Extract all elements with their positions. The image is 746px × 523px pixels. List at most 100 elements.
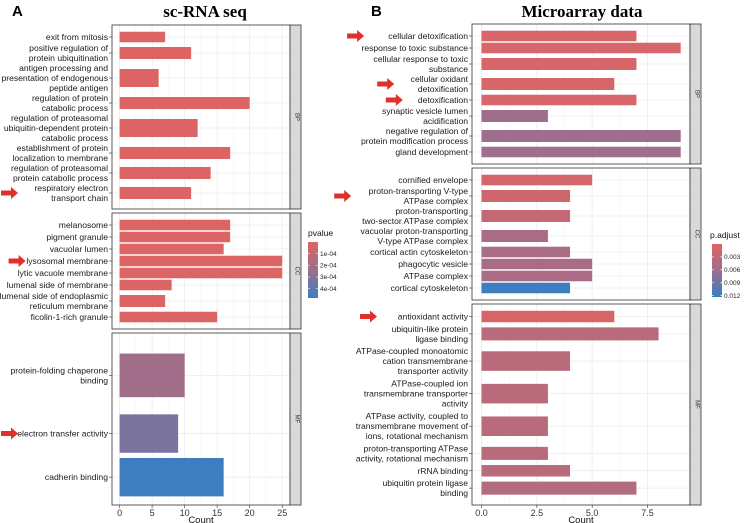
category-label-line: melanosome [59, 220, 108, 230]
bar [481, 130, 681, 142]
category-label-line: protein-folding chaperone [11, 365, 109, 375]
category-label: regulation of proteasomal ubiquitin-depen… [4, 113, 108, 143]
category-label-line: reticulum membrane [30, 301, 109, 311]
category-label-line: activity, rotational mechanism [356, 453, 468, 463]
facet-cc: melanosome pigment granule vacuolar lumen l… [0, 212, 302, 330]
legend-tick-label: 0.009 [724, 280, 741, 287]
category-label: vacuolar lumen [50, 244, 108, 254]
x-tick-label: 7.5 [641, 508, 654, 518]
bar [481, 146, 681, 158]
highlight-arrow-icon [347, 30, 365, 42]
category-label-line: pigment granule [46, 232, 108, 242]
category-label-line: proton-transporting [395, 206, 468, 216]
category-label-line: proton-transporting ATPase [364, 443, 469, 453]
category-label: response to toxic substance [361, 43, 468, 53]
category-label: antioxidant activity [398, 312, 469, 322]
bar [119, 295, 166, 307]
category-label-line: catabolic process [42, 103, 108, 113]
bar [119, 31, 166, 43]
category-label-line: ATPase activity, coupled to [366, 411, 469, 421]
category-label: synaptic vesicle lumen acidification [382, 106, 468, 126]
bar [481, 465, 571, 477]
bar [481, 174, 593, 186]
category-label: antigen processing and presentation of en… [1, 63, 108, 93]
category-label-line: cortical cytoskeleton [391, 283, 469, 293]
bar [481, 383, 548, 404]
bar [119, 353, 185, 398]
highlight-arrow-icon [1, 187, 18, 199]
category-label-line: acidification [423, 116, 468, 126]
bar [481, 258, 593, 270]
bar [119, 187, 192, 199]
legend-tick-label: 0.012 [724, 293, 741, 300]
category-label: regulation of proteasomal protein catabol… [11, 163, 108, 183]
category-label-line: two-sector ATPase complex [362, 216, 469, 226]
category-label: cortical actin cytoskeleton [370, 247, 468, 257]
category-label: positive regulation of protein ubiquitina… [29, 43, 109, 63]
legend-colorbar [712, 244, 722, 297]
facet-strip-label: BP [694, 90, 700, 98]
category-label-line: detoxification [418, 84, 468, 94]
category-label-line: respiratory electron [34, 183, 108, 193]
bar [119, 279, 172, 291]
bar [481, 230, 548, 242]
category-label: cadherin binding [45, 472, 108, 482]
bar [119, 69, 159, 87]
color-legend: pvalue 1e-04 2e-04 3e-04 4e-04 [308, 228, 337, 298]
chart-b: cellular detoxification response to toxic… [334, 23, 741, 523]
x-axis-title: Count [188, 515, 214, 523]
category-label: electron transfer activity [17, 429, 108, 439]
category-label-line: rRNA binding [417, 466, 468, 476]
facet-strip-label: CC [294, 267, 300, 276]
category-label-line: negative regulation of [386, 126, 469, 136]
category-label-line: regulation of proteasomal [11, 163, 108, 173]
bar [481, 310, 615, 323]
category-label-line: protein modification process [361, 136, 468, 146]
facet-strip [689, 23, 702, 165]
bar [119, 147, 231, 159]
category-label-line: response to toxic substance [361, 43, 468, 53]
category-label-line: ATPase-coupled monoatomic [356, 346, 469, 356]
bar [119, 267, 283, 279]
bar [119, 97, 250, 109]
bar [119, 311, 218, 323]
category-label-line: transport chain [51, 193, 108, 203]
category-label-line: presentation of endogenous [1, 73, 108, 83]
category-label-line: proton-transporting V-type [369, 186, 469, 196]
facet-mf: protein-folding chaperone binding electron… [1, 332, 302, 506]
category-label-line: lumenal side of membrane [7, 280, 108, 290]
category-label-line: cellular response to toxic [373, 54, 468, 64]
category-label: proton-transporting V-type ATPase complex [369, 186, 469, 206]
category-label-line: transporter activity [398, 366, 469, 376]
bar [481, 416, 548, 436]
facet-strip-label: MF [294, 415, 300, 424]
chart-title-a: sc-RNA seq [163, 2, 247, 21]
highlight-arrow-icon [334, 190, 352, 202]
facet-strip-label: MF [694, 400, 700, 409]
category-label-line: ubiquitin-dependent protein [4, 123, 108, 133]
bar [119, 47, 192, 59]
category-label-line: activity [442, 399, 469, 409]
bar [119, 457, 224, 497]
bar [481, 210, 571, 222]
bar [481, 351, 571, 371]
legend-tick-label: 1e-04 [320, 251, 337, 258]
category-label: ATPase-coupled monoatomic cation transmem… [356, 346, 469, 376]
x-tick-label: 0.0 [475, 508, 488, 518]
category-label: exit from mitosis [46, 32, 108, 42]
facet-bp: cellular detoxification response to toxic… [347, 23, 702, 165]
facet-strip-label: CC [694, 230, 700, 239]
category-label-line: protein ubiquitination [29, 53, 109, 63]
category-label-line: cornified envelope [398, 175, 468, 185]
category-label-line: ligase binding [415, 334, 468, 344]
facet-strip [689, 303, 702, 506]
category-label: cornified envelope [398, 175, 468, 185]
facet-mf: antioxidant activity ubiquitin-like prote… [356, 303, 702, 506]
category-label: proton-transporting two-sector ATPase com… [362, 206, 469, 226]
legend-title: p.adjust [710, 230, 740, 240]
highlight-arrow-icon [360, 310, 377, 323]
category-label-line: transmembrane movement of [356, 421, 469, 431]
category-label-line: electron transfer activity [17, 429, 108, 439]
bar [481, 327, 659, 341]
